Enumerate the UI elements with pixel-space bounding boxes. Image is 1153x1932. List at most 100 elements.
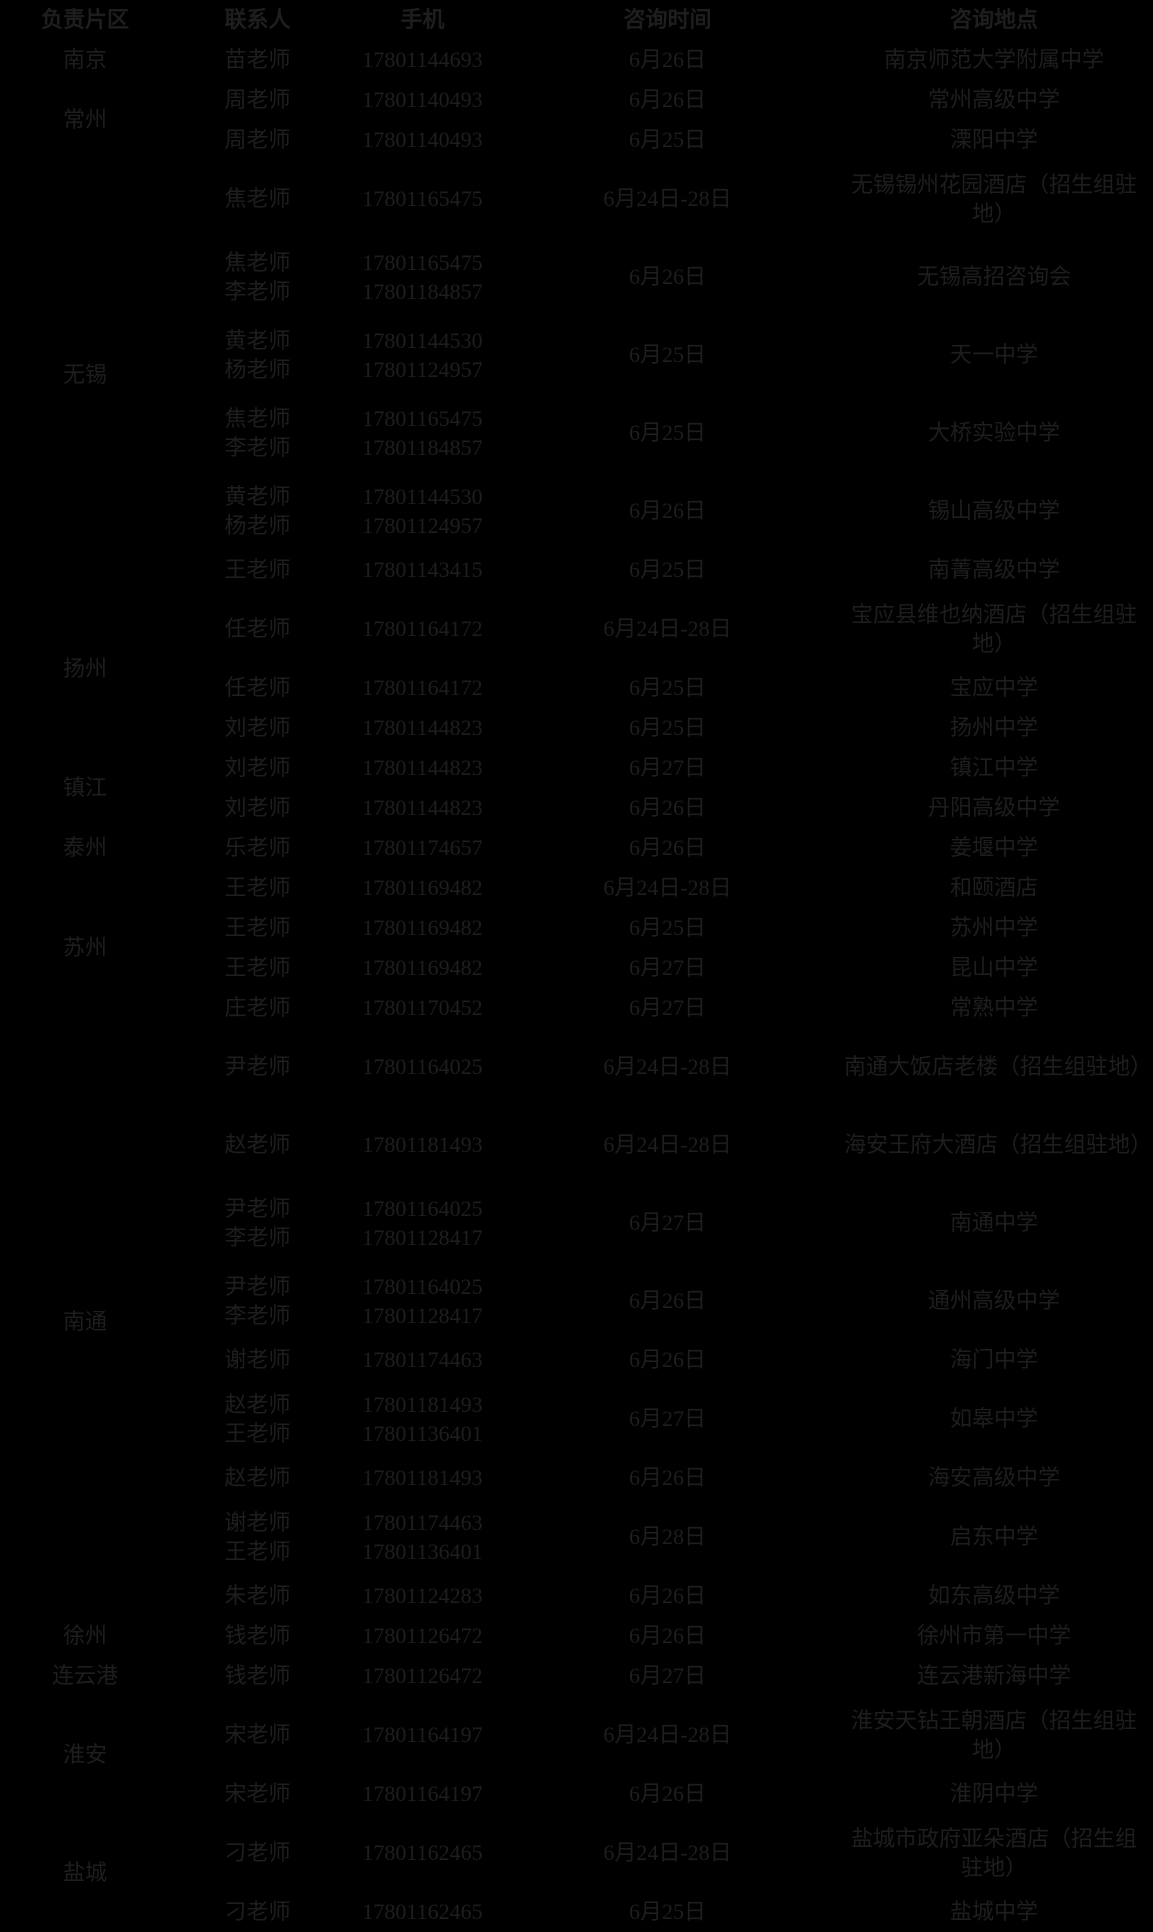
phone-number: 17801162465	[362, 1899, 483, 1925]
location-cell: 通州高级中学	[835, 1262, 1153, 1340]
phone-cell: 17801144530 17801124957	[345, 472, 500, 550]
region-cell: 苏州	[62, 935, 107, 961]
table-row: 谢老师 王老师 17801174463 17801136401 6月28日 启东中学	[0, 1498, 1153, 1576]
table-row: 刘老师 17801144823 6月26日 丹阳高级中学	[0, 788, 1153, 828]
location-cell: 连云港新海中学	[835, 1656, 1153, 1696]
time-cell: 6月28日	[628, 1524, 706, 1550]
phone-number: 17801140493	[362, 87, 483, 113]
location-cell: 姜堰中学	[835, 828, 1153, 868]
table-row: 黄老师 杨老师 17801144530 17801124957 6月25日 天一中学	[0, 316, 1153, 394]
time-cell: 6月26日	[628, 498, 706, 524]
time-cell: 6月25日	[628, 715, 706, 741]
location-cell: 宝应中学	[835, 668, 1153, 708]
phone-number: 17801144823	[362, 715, 483, 741]
phone-cell: 17801162465	[345, 1814, 500, 1892]
phone-cell: 17801124283	[345, 1576, 500, 1616]
table-row: 淮安 宋老师 17801164197 6月24日-28日 淮安天钻王朝酒店（招生组驻地）	[0, 1696, 1153, 1774]
contact-name-cell: 焦老师	[170, 160, 345, 238]
phone-number: 17801165475	[362, 186, 483, 212]
phone-number: 17801164025	[362, 1195, 483, 1221]
phone-number: 17801124283	[362, 1583, 483, 1609]
phone-cell: 17801126472	[345, 1616, 500, 1656]
contact-name-cell: 尹老师 李老师	[170, 1262, 345, 1340]
time-cell: 6月25日	[628, 915, 706, 941]
time-cell: 6月25日	[628, 420, 706, 446]
location-text: 南京师范大学附属中学	[883, 47, 1104, 73]
contact-name-cell: 朱老师	[170, 1576, 345, 1616]
table-row: 扬州 任老师 17801164172 6月24日-28日 宝应县维也纳酒店（招生组驻地）	[0, 590, 1153, 682]
table-body: 南京 苗老师 17801144693 6月26日 南京师范大学附属中学 常州 周老师 1780…	[0, 40, 1153, 1932]
table-row: 焦老师 李老师 17801165475 17801184857 6月25日 大桥实验中学	[0, 394, 1153, 472]
contact-name: 尹老师	[224, 1195, 291, 1221]
location-text: 溧阳中学	[949, 127, 1038, 153]
location-text: 丹阳高级中学	[927, 795, 1060, 821]
phone-number: 17801144823	[362, 755, 483, 781]
contact-name: 焦老师	[224, 186, 291, 212]
contact-name: 朱老师	[224, 1583, 291, 1609]
phone-number: 17801144530	[362, 327, 483, 353]
contact-name: 周老师	[224, 87, 291, 113]
phone-number: 17801140493	[362, 127, 483, 153]
contact-name-cell: 刘老师	[170, 708, 345, 748]
time-cell: 6月26日	[628, 1583, 706, 1609]
table-row: 南京 苗老师 17801144693 6月26日 南京师范大学附属中学	[0, 40, 1153, 80]
contact-name: 刁老师	[224, 1840, 291, 1866]
table-row: 王老师 17801143415 6月25日 南菁高级中学	[0, 550, 1153, 590]
location-cell: 扬州中学	[835, 708, 1153, 748]
table-row: 周老师 17801140493 6月25日 溧阳中学	[0, 120, 1153, 160]
table-row: 刘老师 17801144823 6月25日 扬州中学	[0, 708, 1153, 748]
location-text: 海安高级中学	[927, 1465, 1060, 1491]
location-cell: 大桥实验中学	[835, 394, 1153, 472]
phone-number: 17801128417	[362, 1303, 483, 1328]
table-row: 刁老师 17801162465 6月25日 盐城中学	[0, 1892, 1153, 1932]
region-cell: 泰州	[62, 835, 107, 861]
phone-cell: 17801164172	[345, 668, 500, 708]
time-cell: 6月26日	[628, 1465, 706, 1491]
location-cell: 海安王府大酒店（招生组驻地）	[835, 1106, 1153, 1184]
phone-number: 17801162465	[362, 1840, 483, 1866]
phone-number: 17801174657	[362, 835, 483, 861]
time-cell: 6月24日-28日	[603, 875, 732, 901]
location-cell: 昆山中学	[835, 948, 1153, 988]
location-text: 和颐酒店	[949, 875, 1038, 901]
contact-name: 任老师	[224, 616, 291, 642]
contact-name-cell: 刘老师	[170, 748, 345, 788]
phone-cell: 17801169482	[345, 908, 500, 948]
contact-name: 尹老师	[224, 1054, 291, 1080]
time-cell: 6月24日-28日	[603, 1054, 732, 1080]
contact-name-cell: 赵老师	[170, 1458, 345, 1498]
location-cell: 南通大饭店老楼（招生组驻地）	[835, 1028, 1153, 1106]
table-row: 焦老师 李老师 17801165475 17801184857 6月26日 无锡高招咨询会	[0, 238, 1153, 316]
contact-name: 尹老师	[224, 1273, 291, 1299]
phone-cell: 17801144823	[345, 748, 500, 788]
contact-name-cell: 赵老师	[170, 1106, 345, 1184]
table-row: 王老师 17801169482 6月27日 昆山中学	[0, 948, 1153, 988]
phone-cell: 17801144823	[345, 708, 500, 748]
location-cell: 无锡高招咨询会	[835, 238, 1153, 316]
phone-number: 17801124957	[362, 357, 483, 382]
contact-name: 苗老师	[224, 47, 291, 73]
location-text: 南通大饭店老楼（招生组驻地）	[844, 1054, 1153, 1080]
location-text: 姜堰中学	[949, 835, 1038, 861]
phone-number: 17801165475	[362, 405, 483, 431]
time-cell: 6月27日	[628, 995, 706, 1021]
location-cell: 海门中学	[835, 1340, 1153, 1380]
phone-number: 17801164172	[362, 616, 483, 642]
phone-number: 17801184857	[362, 279, 483, 304]
phone-number: 17801169482	[362, 915, 483, 941]
phone-number: 17801170452	[362, 995, 483, 1021]
location-cell: 南通中学	[835, 1184, 1153, 1262]
table-row: 黄老师 杨老师 17801144530 17801124957 6月26日 锡山高级中学	[0, 472, 1153, 550]
contact-name-cell: 刘老师	[170, 788, 345, 828]
region-cell: 徐州	[62, 1623, 107, 1649]
table-header: 负责片区 联系人 手机 咨询时间 咨询地点	[0, 0, 1153, 40]
table-row: 连云港 钱老师 17801126472 6月27日 连云港新海中学	[0, 1656, 1153, 1696]
location-text: 无锡锡州花园酒店（招生组驻地）	[850, 171, 1137, 226]
time-cell: 6月26日	[628, 264, 706, 290]
time-cell: 6月26日	[628, 1623, 706, 1649]
time-cell: 6月27日	[628, 1663, 706, 1689]
contact-name: 宋老师	[224, 1722, 291, 1748]
contact-name: 王老师	[224, 557, 291, 583]
phone-number: 17801164025	[362, 1273, 483, 1299]
contact-name: 庄老师	[224, 995, 291, 1021]
